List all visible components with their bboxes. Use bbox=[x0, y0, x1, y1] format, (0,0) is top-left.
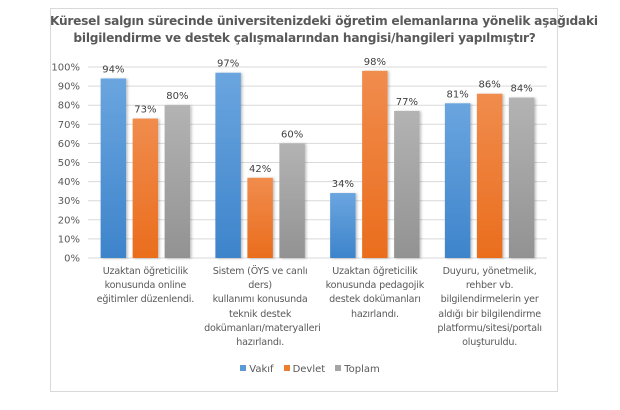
legend: Vakıf Devlet Toplam bbox=[0, 364, 620, 375]
bar-toplam-2 bbox=[279, 143, 305, 258]
data-label: 77% bbox=[396, 97, 418, 108]
bar-vakf-2 bbox=[215, 72, 241, 258]
category-label-line: aldığı bir bilgilendirme bbox=[438, 308, 541, 320]
y-tick-label: 10% bbox=[58, 234, 80, 245]
chart-title-line-2: bilgilendirme ve destek çalışmalarından … bbox=[73, 31, 536, 45]
data-label: 98% bbox=[364, 57, 386, 68]
legend-item-vakf: Vakıf bbox=[240, 364, 274, 375]
bar-devlet-4 bbox=[476, 93, 503, 259]
y-tick-label: 90% bbox=[58, 82, 80, 93]
category-label-line: Uzaktan öğreticilik bbox=[102, 266, 189, 277]
category-label-1: Uzaktan öğreticilik konusunda online eğiti… bbox=[89, 265, 201, 308]
legend-label: Vakıf bbox=[249, 364, 274, 375]
category-label-line: bilgilendirmelerin yer bbox=[440, 294, 539, 306]
category-label-3: Uzaktan öğreticilik konusunda pedagojik de… bbox=[319, 265, 431, 322]
bar-toplam-3 bbox=[394, 110, 420, 259]
y-tick-label: 50% bbox=[58, 158, 80, 169]
category-label-line: platformu/sitesi/portalı bbox=[437, 322, 542, 334]
legend-item-devlet: Devlet bbox=[283, 364, 326, 375]
category-label-line: Sistem (ÖYS ve canlı ders) bbox=[212, 266, 308, 292]
chart-title: Küresel salgın sürecinde üniversitenizde… bbox=[50, 13, 598, 47]
bar-vakf-4 bbox=[444, 103, 471, 258]
bar-vakf-3 bbox=[330, 193, 356, 258]
category-label-line: Duyuru, yönetmelik, bbox=[442, 266, 537, 277]
y-tick-label: 40% bbox=[58, 177, 80, 188]
bar-toplam-4 bbox=[508, 97, 535, 258]
legend-swatch-icon bbox=[240, 365, 247, 371]
data-label: 94% bbox=[102, 64, 124, 75]
category-label-line: konusunda online bbox=[104, 280, 187, 292]
data-labels: 94% 73% 80% 97% 42% 60% 34% 98% 77% 81% 86% 84% bbox=[102, 57, 532, 190]
legend-label: Devlet bbox=[292, 364, 326, 375]
category-label-4: Duyuru, yönetmelik, rehber vb. bilgilendir… bbox=[434, 265, 546, 350]
y-tick-label: 70% bbox=[58, 120, 80, 131]
category-label-line: konusunda pedagojik bbox=[325, 280, 425, 292]
y-tick-label: 100% bbox=[51, 63, 80, 74]
legend-swatch-icon bbox=[283, 365, 290, 371]
category-label-line: destek dokümanları bbox=[329, 294, 421, 306]
gridlines bbox=[88, 66, 547, 259]
category-label-2: Sistem (ÖYS ve canlı ders) kullanımı konu… bbox=[204, 265, 321, 350]
category-label-line: Uzaktan öğreticilik bbox=[332, 266, 418, 277]
data-label: 80% bbox=[166, 91, 188, 102]
bar-toplam-1 bbox=[164, 105, 191, 258]
y-tick-label: 30% bbox=[58, 196, 80, 207]
bar-vakf-1 bbox=[100, 78, 127, 259]
bar-devlet-3 bbox=[362, 70, 388, 258]
category-label-line: dokümanları/materyalleri bbox=[204, 322, 321, 334]
y-tick-label: 20% bbox=[58, 215, 80, 226]
legend-label: Toplam bbox=[344, 364, 380, 375]
y-axis-ticks: 0% 10% 20% 30% 40% 50% 60% 70% 80% 90% 100% bbox=[51, 63, 80, 265]
data-label: 42% bbox=[249, 164, 271, 175]
data-label: 97% bbox=[217, 59, 239, 70]
data-label: 34% bbox=[332, 179, 354, 190]
data-label: 60% bbox=[281, 129, 303, 140]
y-tick-label: 60% bbox=[58, 139, 80, 150]
category-label-line: oluşturuldu. bbox=[462, 337, 518, 349]
data-label: 86% bbox=[479, 80, 501, 91]
category-label-line: hazırlandı. bbox=[350, 308, 399, 320]
y-tick-label: 80% bbox=[58, 101, 80, 112]
category-label-line: eğitimler düzenlendi. bbox=[96, 294, 195, 306]
chart-title-line-1: Küresel salgın sürecinde üniversitenizde… bbox=[50, 14, 598, 28]
data-label: 73% bbox=[134, 105, 156, 116]
category-label-line: teknik destek bbox=[229, 308, 292, 320]
category-label-line: rehber vb. bbox=[465, 280, 514, 292]
bar-devlet-1 bbox=[132, 118, 159, 258]
legend-item-toplam: Toplam bbox=[335, 364, 380, 375]
legend-swatch-icon bbox=[335, 365, 342, 371]
bar-devlet-2 bbox=[247, 177, 273, 258]
category-label-line: hazırlandı. bbox=[236, 337, 285, 349]
y-tick-label: 0% bbox=[64, 254, 80, 265]
category-label-line: kullanımı konusunda bbox=[212, 294, 308, 306]
data-label: 84% bbox=[511, 84, 533, 95]
bars bbox=[100, 70, 535, 259]
data-label: 81% bbox=[447, 89, 469, 100]
